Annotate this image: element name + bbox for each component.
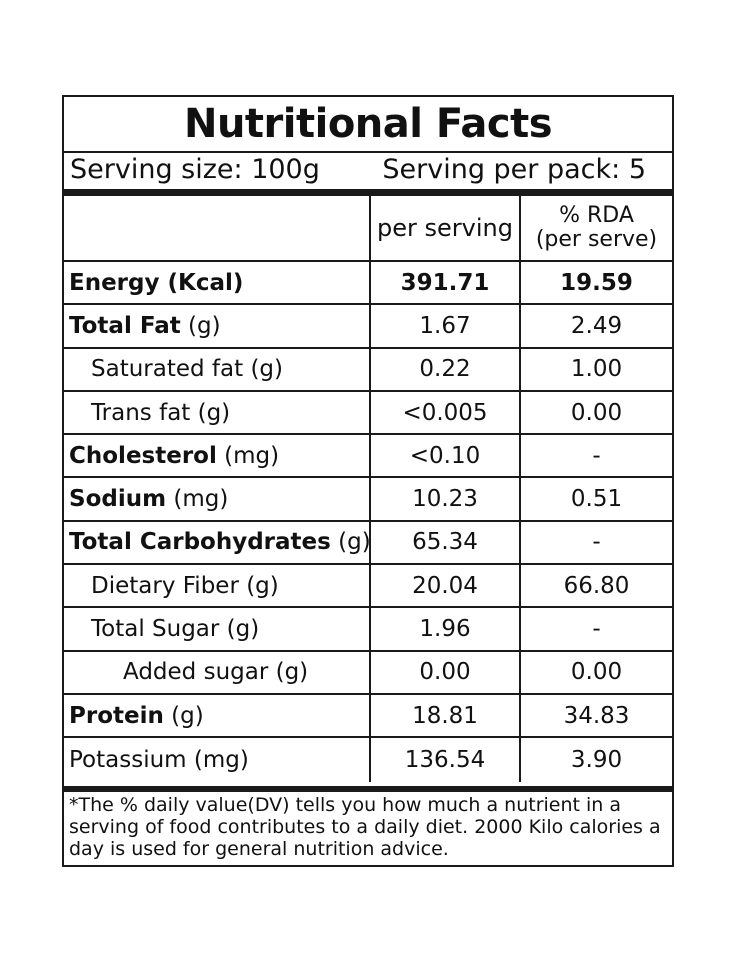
- table-row: Sodium (mg) 10.23 0.51: [64, 478, 672, 522]
- nutrient-label: Protein: [69, 702, 164, 729]
- nutrient-name: Sodium (mg): [64, 478, 369, 519]
- nutrition-label: Nutritional Facts Serving size: 100g Ser…: [62, 95, 674, 867]
- nutrient-table: per serving % RDA (per serve) Energy (Kc…: [64, 196, 672, 782]
- per-serving-value: 0.00: [369, 651, 521, 693]
- nutrient-name: Protein (g): [64, 695, 369, 736]
- nutrient-name: Energy (Kcal): [64, 262, 369, 303]
- nutrient-name: Dietary Fiber (g): [64, 565, 369, 606]
- nutrient-label: Cholesterol: [69, 442, 217, 469]
- serving-size: Serving size: 100g: [70, 154, 320, 185]
- header-rda-line1: % RDA: [559, 203, 634, 228]
- per-serving-value: 65.34: [369, 521, 521, 564]
- header-name-cell: [64, 196, 369, 260]
- rda-value: -: [592, 442, 601, 469]
- thick-divider-top: [64, 189, 672, 196]
- per-serving-value: 18.81: [369, 694, 521, 737]
- per-serving-value: 1.67: [369, 305, 521, 347]
- rda-value: 19.59: [560, 269, 633, 296]
- nutrient-name: Total Carbohydrates (g): [64, 522, 371, 563]
- table-row: Added sugar (g) 0.00 0.00: [64, 651, 672, 695]
- rda-value: 0.51: [570, 486, 623, 513]
- header-per-serving: per serving: [369, 196, 521, 260]
- footnote: *The % daily value(DV) tells you how muc…: [69, 794, 661, 860]
- table-row: Cholesterol (mg) <0.10-: [64, 435, 672, 479]
- nutrient-label: Dietary Fiber (g): [91, 572, 279, 599]
- nutrient-unit: (g): [163, 702, 204, 729]
- nutrient-label: Total Sugar (g): [91, 616, 260, 643]
- rda-value: 34.83: [563, 702, 630, 729]
- nutrient-unit: (mg): [216, 442, 280, 469]
- nutrient-unit: (g): [330, 529, 371, 556]
- nutrient-name: Trans fat (g): [64, 392, 369, 433]
- table-row: Energy (Kcal) 391.71 19.59: [64, 262, 672, 306]
- nutrient-name: Added sugar (g): [64, 652, 369, 693]
- serving-per-pack: Serving per pack: 5: [382, 154, 646, 185]
- nutrient-label: Added sugar (g): [123, 659, 309, 686]
- nutrient-name: Cholesterol (mg): [64, 435, 369, 476]
- per-serving-value: 1.96: [369, 608, 521, 650]
- nutrient-label: Total Fat: [69, 312, 181, 339]
- rda-value: -: [592, 616, 601, 643]
- nutrient-name: Total Sugar (g): [64, 608, 369, 649]
- header-rda-line2: (per serve): [535, 227, 658, 252]
- table-header-row: per serving % RDA (per serve): [64, 196, 672, 262]
- table-row: Total Carbohydrates (g) 65.34 -: [64, 521, 672, 566]
- nutrient-label: Trans fat (g): [91, 399, 231, 426]
- rda-value: 1.00: [570, 356, 623, 383]
- per-serving-value: 136.54: [369, 738, 521, 782]
- table-row: Saturated fat (g) 0.22 1.00: [64, 348, 672, 392]
- rda-value: -: [592, 529, 601, 556]
- label-title: Nutritional Facts: [64, 97, 672, 153]
- nutrient-name: Total Fat (g): [64, 305, 369, 346]
- nutrient-name: Saturated fat (g): [64, 349, 369, 390]
- serving-info: Serving size: 100g Serving per pack: 5: [64, 151, 672, 189]
- per-serving-value: <0.005: [369, 391, 521, 434]
- rda-value: 2.49: [570, 312, 623, 339]
- per-serving-value: 0.22: [369, 348, 521, 390]
- rda-value: 66.80: [563, 572, 630, 599]
- table-row: Trans fat (g) <0.005 0.00: [64, 391, 672, 436]
- nutrient-name: Potassium (mg): [64, 738, 369, 781]
- nutrient-label: Energy (Kcal): [69, 269, 244, 296]
- per-serving-value: 10.23: [369, 478, 521, 520]
- nutrient-label: Saturated fat (g): [91, 356, 283, 383]
- header-rda: % RDA (per serve): [521, 196, 672, 260]
- nutrient-rows: Energy (Kcal) 391.71 19.59 Total Fat (g) 1.6…: [64, 262, 672, 782]
- thick-divider-bottom: [64, 786, 672, 792]
- rda-value: 0.00: [570, 659, 623, 686]
- per-serving-value: 20.04: [369, 565, 521, 607]
- nutrient-unit: (mg): [166, 486, 229, 513]
- table-row: Dietary Fiber (g) 20.04 66.80: [64, 565, 672, 609]
- table-row: Potassium (mg) 136.54 3.90: [64, 738, 672, 782]
- nutrient-label: Potassium (mg): [69, 746, 249, 773]
- table-row: Total Fat (g) 1.67 2.49: [64, 305, 672, 349]
- per-serving-value: <0.10: [369, 435, 521, 477]
- nutrient-label: Total Carbohydrates: [69, 529, 331, 556]
- per-serving-value: 391.71: [369, 262, 521, 304]
- rda-value: 0.00: [570, 399, 623, 426]
- table-row: Total Sugar (g) 1.96 -: [64, 608, 672, 652]
- nutrient-unit: (g): [180, 312, 221, 339]
- nutrient-label: Sodium: [69, 486, 167, 513]
- rda-value: 3.90: [570, 746, 623, 773]
- table-row: Protein (g) 18.81 34.83: [64, 694, 672, 739]
